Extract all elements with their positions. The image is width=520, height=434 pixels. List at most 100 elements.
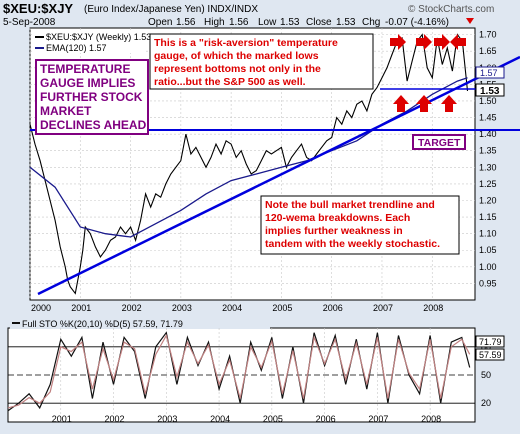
high-value: 1.56: [229, 17, 249, 28]
arrow-left-icon: [450, 34, 466, 50]
bottom-annotation-line: 120-wema breakdowns. Each: [265, 212, 410, 224]
left-annotation-box: [35, 59, 149, 135]
price-x-tick: 2002: [122, 303, 142, 313]
price-y-tick: 1.00: [479, 262, 497, 272]
ema-line: [29, 77, 468, 238]
arrow-right-icon: [434, 34, 450, 50]
top-annotation-line: ratio...but the S&P 500 as well.: [154, 76, 306, 88]
sto-legend-label: Full STO %K(20,10) %D(5) 57.59, 71.79: [22, 319, 183, 329]
ohlc-row: Open 1.56 High 1.56 Low 1.53 Close 1.53 …: [148, 17, 449, 28]
sto-d-last-value: 71.79: [479, 337, 502, 347]
arrow-up-icon: [416, 95, 432, 112]
price-y-tick: 1.25: [479, 179, 497, 189]
price-y-tick: 1.70: [479, 30, 497, 40]
bottom-annotation-line: tandem with the weekly stochastic.: [265, 238, 440, 250]
left-annotation-text: TEMPERATURE GAUGE IMPLIES FURTHER STOCK …: [40, 62, 147, 132]
price-x-axis: 2000 2001 2002 2003 2004 2005 2006 2007 2008: [31, 303, 443, 313]
arrow-up-icon: [441, 95, 457, 112]
chg-value: -0.07 (-4.16%): [385, 17, 449, 28]
top-annotation-box: [149, 33, 374, 90]
watermark: © StockCharts.com: [408, 4, 494, 15]
price-x-tick: 2001: [71, 303, 91, 313]
price-y-tick: 1.15: [479, 212, 497, 222]
left-annotation-line: FURTHER STOCK: [40, 90, 143, 104]
price-y-tick: 1.30: [479, 162, 497, 172]
price-y-tick: 1.10: [479, 229, 497, 239]
low-value: 1.53: [280, 17, 300, 28]
sto-y-tick: 50: [481, 370, 491, 380]
top-annotation-line: represent bottoms not only in the: [154, 63, 321, 75]
price-x-tick: 2007: [373, 303, 393, 313]
left-annotation-line: DECLINES AHEAD: [40, 118, 147, 132]
down-arrow-icon: [466, 18, 474, 24]
price-y-tick: 1.35: [479, 146, 497, 156]
bull-trendline: [37, 55, 520, 296]
sto-x-tick: 2006: [316, 414, 336, 424]
low-label: Low: [258, 17, 277, 28]
sto-legend-bg: [10, 318, 270, 329]
sto-y-tick: 20: [481, 398, 491, 408]
sto-x-axis: 2001 2002 2003 2004 2005 2006 2007 2008: [52, 414, 441, 424]
price-legend-bg: [33, 31, 145, 53]
chg-label: Chg: [362, 17, 380, 28]
sto-x-tick: 2002: [105, 414, 125, 424]
sto-x-tick: 2004: [210, 414, 230, 424]
arrow-up-icon: [393, 95, 409, 112]
top-annotation-line: This is a "risk-aversion" temperature: [154, 37, 338, 49]
left-annotation-line: GAUGE IMPLIES: [40, 76, 135, 90]
bottom-annotation-box: [260, 195, 460, 255]
price-line: [29, 33, 469, 295]
top-annotation-text: This is a "risk-aversion" temperature ga…: [154, 37, 338, 88]
price-y-tick: 1.05: [479, 245, 497, 255]
arrow-right-icon: [390, 34, 406, 50]
price-x-tick: 2006: [323, 303, 343, 313]
sto-x-tick: 2007: [368, 414, 388, 424]
sto-k-last-value: 57.59: [479, 350, 502, 360]
price-series: [29, 33, 469, 295]
price-y-tick: 1.45: [479, 113, 497, 123]
price-x-tick: 2008: [423, 303, 443, 313]
ema-last-value: 1.57: [480, 68, 498, 78]
bottom-annotation-line: implies further weakness in: [265, 225, 403, 237]
left-annotation-line: TEMPERATURE: [40, 62, 130, 76]
price-legend-label: $XEU:$XJY (Weekly) 1.53: [46, 32, 151, 42]
close-value: 1.53: [336, 17, 356, 28]
bottom-annotation-line: Note the bull market trendline and: [265, 199, 435, 211]
date-label: 5-Sep-2008: [3, 17, 56, 28]
top-annotation-line: gauge, of which the marked lows: [154, 50, 319, 62]
price-y-tick: 1.65: [479, 46, 497, 56]
price-x-tick: 2004: [222, 303, 242, 313]
close-label: Close: [306, 17, 332, 28]
sto-d-last-tag: [475, 335, 505, 348]
sto-d-line: [7, 333, 471, 409]
price-y-tick: 0.95: [479, 278, 497, 288]
price-x-tick: 2003: [172, 303, 192, 313]
ema-legend-label: EMA(120) 1.57: [46, 43, 107, 53]
open-value: 1.56: [176, 17, 196, 28]
price-last-value: 1.53: [480, 86, 500, 97]
price-x-tick: 2005: [272, 303, 292, 313]
sto-x-tick: 2001: [52, 414, 72, 424]
sto-series: [7, 331, 471, 412]
sto-x-tick: 2008: [421, 414, 441, 424]
ema-last-tag: [475, 66, 505, 79]
price-y-tick: 1.40: [479, 129, 497, 139]
sto-k-last-tag: [475, 348, 505, 361]
arrow-right-icon: [416, 34, 432, 50]
open-label: Open: [148, 17, 172, 28]
high-label: High: [204, 17, 225, 28]
price-y-tick: 1.20: [479, 195, 497, 205]
target-box: [412, 134, 466, 150]
bottom-annotation-text: Note the bull market trendline and 120-w…: [265, 199, 440, 250]
symbol-subtitle: (Euro Index/Japanese Yen) INDX/INDX: [84, 4, 258, 15]
price-x-tick: 2000: [31, 303, 51, 313]
target-label: TARGET: [418, 137, 461, 149]
left-annotation-line: MARKET: [40, 104, 92, 118]
price-y-tick: 1.50: [479, 96, 497, 106]
price-last-tag: [475, 83, 505, 97]
sto-x-tick: 2005: [263, 414, 283, 424]
sto-x-tick: 2003: [157, 414, 177, 424]
symbol-title: $XEU:$XJY: [3, 1, 73, 16]
